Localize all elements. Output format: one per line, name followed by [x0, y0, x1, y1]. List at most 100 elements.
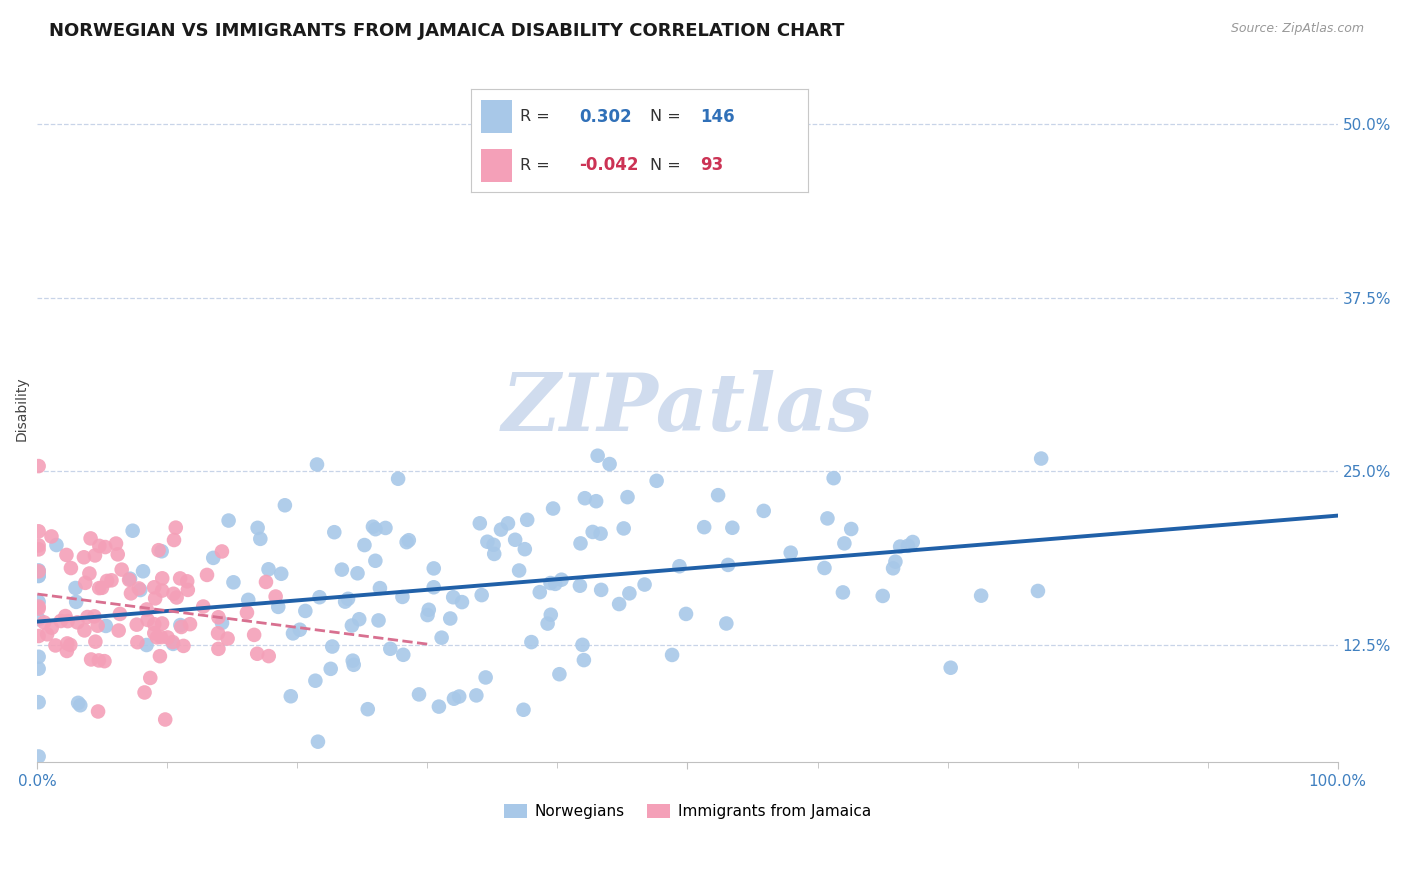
Point	[254, 574, 277, 589]
Point	[217, 632, 239, 646]
Point	[416, 608, 439, 623]
Point	[172, 639, 194, 653]
Point	[468, 516, 491, 531]
Point	[391, 590, 413, 604]
Point	[813, 561, 835, 575]
Point	[333, 594, 356, 608]
Point	[93, 654, 115, 668]
Point	[274, 498, 297, 512]
Point	[27, 649, 49, 664]
Point	[96, 574, 118, 588]
Point	[127, 635, 149, 649]
Point	[342, 654, 364, 668]
Point	[427, 699, 450, 714]
Point	[633, 577, 655, 591]
Point	[872, 589, 894, 603]
Point	[308, 591, 330, 605]
Point	[1031, 451, 1053, 466]
Point	[280, 690, 302, 704]
Point	[540, 607, 562, 622]
Point	[512, 703, 534, 717]
Point	[27, 542, 49, 557]
Point	[107, 547, 129, 561]
Point	[238, 592, 260, 607]
Point	[59, 561, 82, 575]
Point	[474, 670, 496, 684]
Point	[89, 581, 111, 595]
Point	[179, 617, 201, 632]
Point	[361, 519, 384, 533]
Point	[616, 490, 638, 504]
Point	[889, 540, 911, 554]
Point	[569, 536, 592, 550]
Point	[150, 544, 173, 558]
Point	[707, 488, 730, 502]
Point	[73, 624, 96, 638]
Point	[236, 606, 259, 620]
Point	[568, 579, 591, 593]
Point	[202, 550, 225, 565]
Point	[422, 580, 444, 594]
Point	[607, 597, 630, 611]
Point	[367, 614, 389, 628]
Point	[281, 626, 304, 640]
Point	[150, 630, 173, 644]
Point	[27, 749, 49, 764]
Point	[79, 566, 101, 581]
Point	[357, 702, 380, 716]
Text: NORWEGIAN VS IMMIGRANTS FROM JAMAICA DISABILITY CORRELATION CHART: NORWEGIAN VS IMMIGRANTS FROM JAMAICA DIS…	[49, 22, 845, 40]
Point	[477, 534, 499, 549]
Point	[398, 533, 420, 548]
Point	[443, 691, 465, 706]
Point	[513, 542, 536, 557]
Point	[195, 568, 218, 582]
Point	[423, 561, 446, 575]
Point	[661, 648, 683, 662]
Point	[118, 572, 141, 586]
Point	[27, 565, 49, 579]
Point	[27, 538, 49, 552]
Point	[150, 616, 173, 631]
Point	[35, 627, 58, 641]
Point	[451, 595, 474, 609]
Point	[65, 581, 87, 595]
Point	[94, 540, 117, 554]
Point	[540, 576, 562, 591]
Point	[27, 595, 49, 609]
Point	[87, 653, 110, 667]
Point	[27, 565, 49, 579]
Point	[304, 673, 326, 688]
Point	[76, 610, 98, 624]
Point	[165, 521, 187, 535]
Point	[155, 713, 177, 727]
Point	[693, 520, 716, 534]
Point	[305, 458, 328, 472]
Point	[319, 662, 342, 676]
Point	[163, 533, 186, 547]
Point	[177, 582, 200, 597]
Point	[834, 536, 856, 550]
Point	[108, 607, 131, 621]
Point	[65, 595, 87, 609]
Point	[148, 543, 170, 558]
Point	[970, 589, 993, 603]
FancyBboxPatch shape	[481, 101, 512, 133]
Point	[83, 609, 105, 624]
Point	[162, 637, 184, 651]
Point	[136, 613, 159, 627]
Point	[27, 629, 49, 643]
Point	[264, 590, 287, 604]
Point	[482, 538, 505, 552]
Text: -0.042: -0.042	[579, 156, 638, 174]
FancyBboxPatch shape	[481, 149, 512, 181]
Text: 93: 93	[700, 156, 724, 174]
Point	[150, 583, 173, 598]
Point	[243, 628, 266, 642]
Point	[337, 591, 360, 606]
Point	[169, 571, 191, 585]
Point	[544, 577, 567, 591]
Point	[441, 591, 464, 605]
Point	[897, 539, 920, 553]
Point	[91, 581, 114, 595]
Point	[675, 607, 697, 621]
